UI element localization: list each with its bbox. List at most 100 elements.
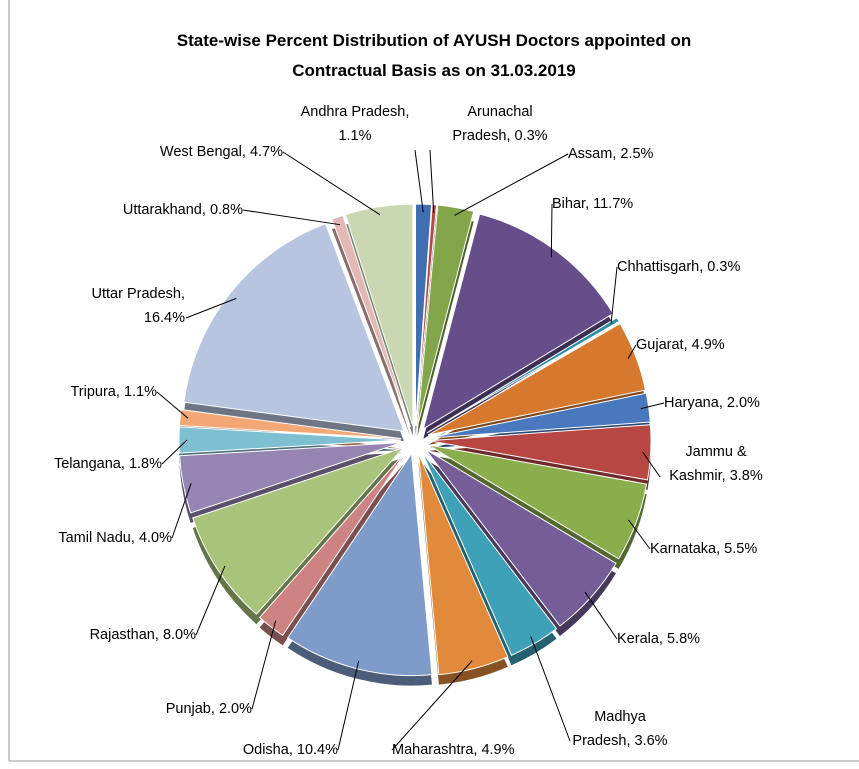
category-name: Odisha (242, 742, 289, 758)
category-name: Tripura (70, 384, 116, 400)
value-label: 0.3% (514, 128, 548, 144)
slice (427, 322, 647, 436)
slice-side (331, 225, 411, 437)
leader-line (156, 391, 189, 419)
value-label: 4.0% (138, 530, 172, 546)
slice (178, 426, 402, 454)
data-label: West Bengal, 4.7% (159, 144, 283, 160)
value-label: 10.4% (296, 742, 338, 758)
slice (425, 448, 617, 627)
value-label: 1.1% (338, 128, 372, 144)
slice (422, 213, 614, 430)
category-name: Gujarat (636, 337, 684, 353)
leader-line (414, 149, 424, 213)
leader-line (640, 402, 665, 410)
data-label: Punjab, 2.0% (165, 701, 252, 717)
leader-line (195, 565, 226, 636)
leader-line (454, 153, 569, 216)
leader-line (642, 451, 661, 478)
data-label: Haryana, 2.0% (664, 395, 760, 411)
value-label: 4.9% (691, 337, 725, 353)
category-name: Kerala (617, 631, 659, 647)
data-label: Karnataka, 5.5% (650, 541, 758, 557)
category-name: Bihar (552, 196, 586, 212)
category-name: Assam (568, 146, 613, 162)
value-label: 1.8% (128, 456, 162, 472)
data-label: Arunachal Pradesh, 0.3% (452, 104, 548, 144)
category-name: Jammu & Kashmir (669, 444, 747, 484)
slice (418, 453, 509, 676)
slice (344, 203, 414, 427)
category-name: Karnataka (650, 541, 717, 557)
value-label: 2.0% (218, 701, 252, 717)
value-label: 5.5% (724, 541, 758, 557)
slice (427, 444, 648, 560)
value-label: 2.5% (620, 146, 654, 162)
value-label: 4.7% (249, 144, 283, 160)
data-label: Kerala, 5.8% (617, 631, 701, 647)
data-label: Assam, 2.5% (568, 146, 654, 162)
data-label: Madhya Pradesh, 3.6% (572, 709, 668, 749)
slice (178, 409, 402, 440)
category-name: Arunachal Pradesh (452, 104, 533, 144)
leader-line (185, 297, 237, 319)
value-label: 0.8% (209, 202, 243, 218)
value-label: 0.3% (707, 259, 741, 275)
value-label: 5.8% (666, 631, 701, 647)
category-name: Madhya Pradesh (572, 709, 646, 749)
slice (183, 223, 405, 432)
slice (421, 451, 558, 656)
value-label: 16.4% (143, 310, 185, 326)
category-name: Rajasthan (89, 627, 155, 643)
data-label: Maharashtra, 4.9% (392, 742, 515, 758)
data-label: Odisha, 10.4% (242, 742, 338, 758)
leader-line (429, 149, 435, 213)
slice (415, 204, 438, 427)
value-label: 4.9% (481, 742, 515, 758)
slice (331, 214, 411, 427)
data-label: Tripura, 1.1% (70, 384, 157, 400)
leader-lines (156, 149, 665, 751)
category-name: Telangana (53, 456, 121, 472)
data-label: Jammu & Kashmir, 3.8% (669, 444, 763, 484)
category-name: Uttarakhand (122, 202, 202, 218)
category-name: Punjab (165, 701, 211, 717)
value-label: 1.1% (123, 384, 157, 400)
leader-line (550, 203, 553, 258)
value-label: 3.8% (729, 468, 763, 484)
data-label: Tamil Nadu, 4.0% (58, 530, 172, 546)
leader-line (242, 209, 341, 226)
slice (416, 204, 475, 427)
data-label: Uttar Pradesh, 16.4% (91, 286, 186, 326)
category-name: Chhattisgarh (617, 259, 700, 275)
data-label: Uttarakhand, 0.8% (122, 202, 243, 218)
leader-line (627, 344, 637, 359)
leader-line (530, 636, 571, 742)
category-name: Tamil Nadu (58, 530, 131, 546)
slices (178, 203, 652, 677)
category-name: Haryana (664, 395, 719, 411)
value-label: 3.6% (634, 733, 668, 749)
slice (428, 392, 651, 439)
leader-line (628, 519, 651, 550)
slice-side (417, 215, 474, 437)
category-name: Uttar Pradesh (91, 286, 181, 302)
leader-line (337, 660, 360, 751)
chart-title: State-wise Percent Distribution of AYUSH… (177, 31, 691, 50)
slice (415, 203, 433, 427)
leader-line (391, 660, 473, 751)
value-label: 8.0% (162, 627, 196, 643)
slice (258, 450, 407, 637)
data-label: Rajasthan, 8.0% (89, 627, 196, 643)
data-label: Gujarat, 4.9% (636, 337, 725, 353)
leader-line (584, 591, 618, 640)
data-label: Andhra Pradesh, 1.1% (300, 104, 410, 144)
slice (179, 442, 402, 514)
category-name: Andhra Pradesh (300, 104, 406, 120)
leader-line (161, 439, 188, 465)
data-label: Bihar, 11.7% (552, 196, 634, 212)
leader-line (171, 483, 192, 539)
data-label: Chhattisgarh, 0.3% (617, 259, 741, 275)
